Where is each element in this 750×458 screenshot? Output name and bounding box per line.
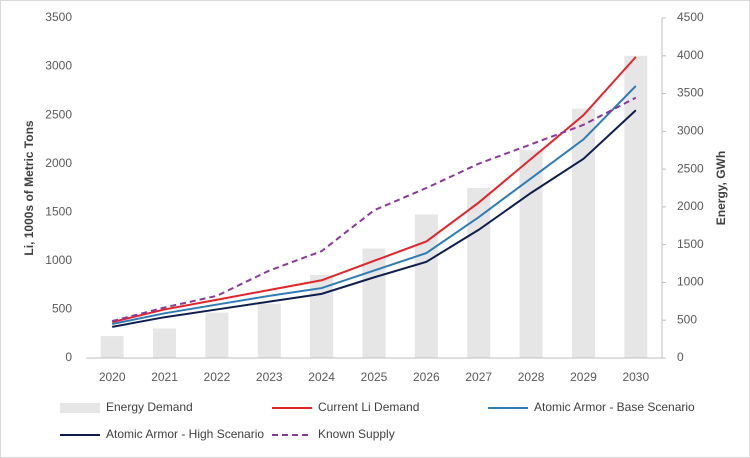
bar bbox=[519, 150, 543, 358]
y-tick-label: 2500 bbox=[45, 107, 72, 121]
y-tick-label: 3000 bbox=[45, 59, 72, 73]
x-tick-label: 2030 bbox=[622, 370, 649, 384]
bar bbox=[467, 188, 491, 358]
legend-label: Energy Demand bbox=[106, 400, 193, 414]
y-tick-label: 500 bbox=[52, 302, 72, 316]
y-tick-label: 3500 bbox=[45, 10, 72, 24]
y2-tick-label: 3500 bbox=[677, 86, 704, 100]
y2-tick-label: 0 bbox=[677, 350, 684, 364]
y2-tick-label: 3000 bbox=[677, 124, 704, 138]
x-tick-label: 2024 bbox=[308, 370, 335, 384]
x-tick-label: 2020 bbox=[99, 370, 126, 384]
y-tick-label: 1500 bbox=[45, 204, 72, 218]
y-tick-label: 2000 bbox=[45, 156, 72, 170]
bar bbox=[624, 55, 648, 359]
line-series bbox=[111, 85, 637, 325]
bar bbox=[205, 312, 229, 358]
y-tick-label: 1000 bbox=[45, 253, 72, 267]
line-series bbox=[111, 109, 637, 328]
bar bbox=[100, 336, 124, 358]
legend-label: Known Supply bbox=[318, 427, 395, 441]
bar bbox=[571, 108, 595, 359]
line-series bbox=[111, 56, 637, 324]
y-tick-label: 0 bbox=[65, 350, 72, 364]
bar bbox=[257, 303, 281, 358]
legend-label: Atomic Armor - Base Scenario bbox=[534, 400, 695, 414]
x-tick-label: 2028 bbox=[518, 370, 545, 384]
y2-tick-label: 500 bbox=[677, 312, 697, 326]
y2-tick-label: 2000 bbox=[677, 199, 704, 213]
x-tick-label: 2025 bbox=[361, 370, 388, 384]
y2-tick-label: 4500 bbox=[677, 10, 704, 24]
y2-tick-label: 2500 bbox=[677, 161, 704, 175]
x-tick-label: 2023 bbox=[256, 370, 283, 384]
legend-label: Current Li Demand bbox=[318, 400, 419, 414]
y-axis-title: Li, 1000s of Metric Tons bbox=[22, 120, 36, 255]
y2-tick-label: 1500 bbox=[677, 237, 704, 251]
x-tick-label: 2026 bbox=[413, 370, 440, 384]
legend-label: Atomic Armor - High Scenario bbox=[106, 427, 264, 441]
bar bbox=[153, 328, 177, 358]
x-tick-label: 2027 bbox=[465, 370, 492, 384]
x-tick-label: 2029 bbox=[570, 370, 597, 384]
x-tick-label: 2022 bbox=[204, 370, 231, 384]
x-tick-label: 2021 bbox=[151, 370, 178, 384]
legend-swatch bbox=[60, 403, 100, 413]
y2-tick-label: 1000 bbox=[677, 275, 704, 289]
y2-tick-label: 4000 bbox=[677, 48, 704, 62]
y2-axis-title: Energy, GWh bbox=[714, 151, 728, 225]
